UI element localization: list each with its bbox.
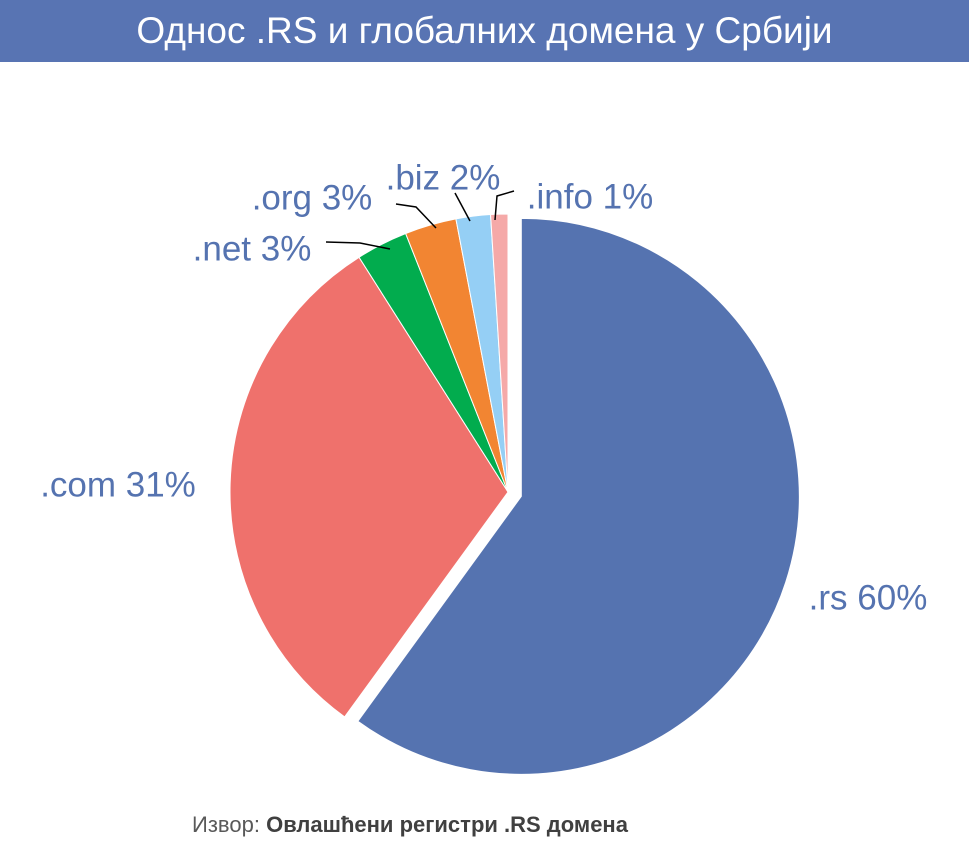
pie-slice-info: [490, 213, 509, 493]
data-label-biz: .biz 2%: [386, 158, 501, 197]
pie-chart: .rs 60% .com 31% .net 3% .org 3% .biz 2% .inf…: [40, 158, 928, 775]
leader-line-net: [325, 241, 391, 250]
leader-line-org: [395, 203, 437, 229]
leader-line-biz: [454, 192, 471, 222]
source-note: Извор: Овлашћени регистри .RS домена: [0, 812, 820, 838]
pie-slice-rs: [357, 217, 800, 775]
data-label-com: .com 31%: [40, 465, 196, 504]
source-name: Овлашћени регистри .RS домена: [266, 812, 628, 837]
title-bar: Однос .RS и глобалних домена у Србији: [0, 0, 969, 62]
data-label-info: .info 1%: [527, 177, 653, 216]
chart-title: Однос .RS и глобалних домена у Србији: [136, 10, 833, 51]
source-prefix: Извор:: [192, 812, 267, 837]
data-label-org: .org 3%: [252, 178, 373, 217]
pie-slice-com: [229, 256, 509, 718]
data-label-rs: .rs 60%: [809, 578, 928, 617]
leader-line-info: [494, 190, 515, 221]
data-label-net: .net 3%: [193, 229, 312, 268]
